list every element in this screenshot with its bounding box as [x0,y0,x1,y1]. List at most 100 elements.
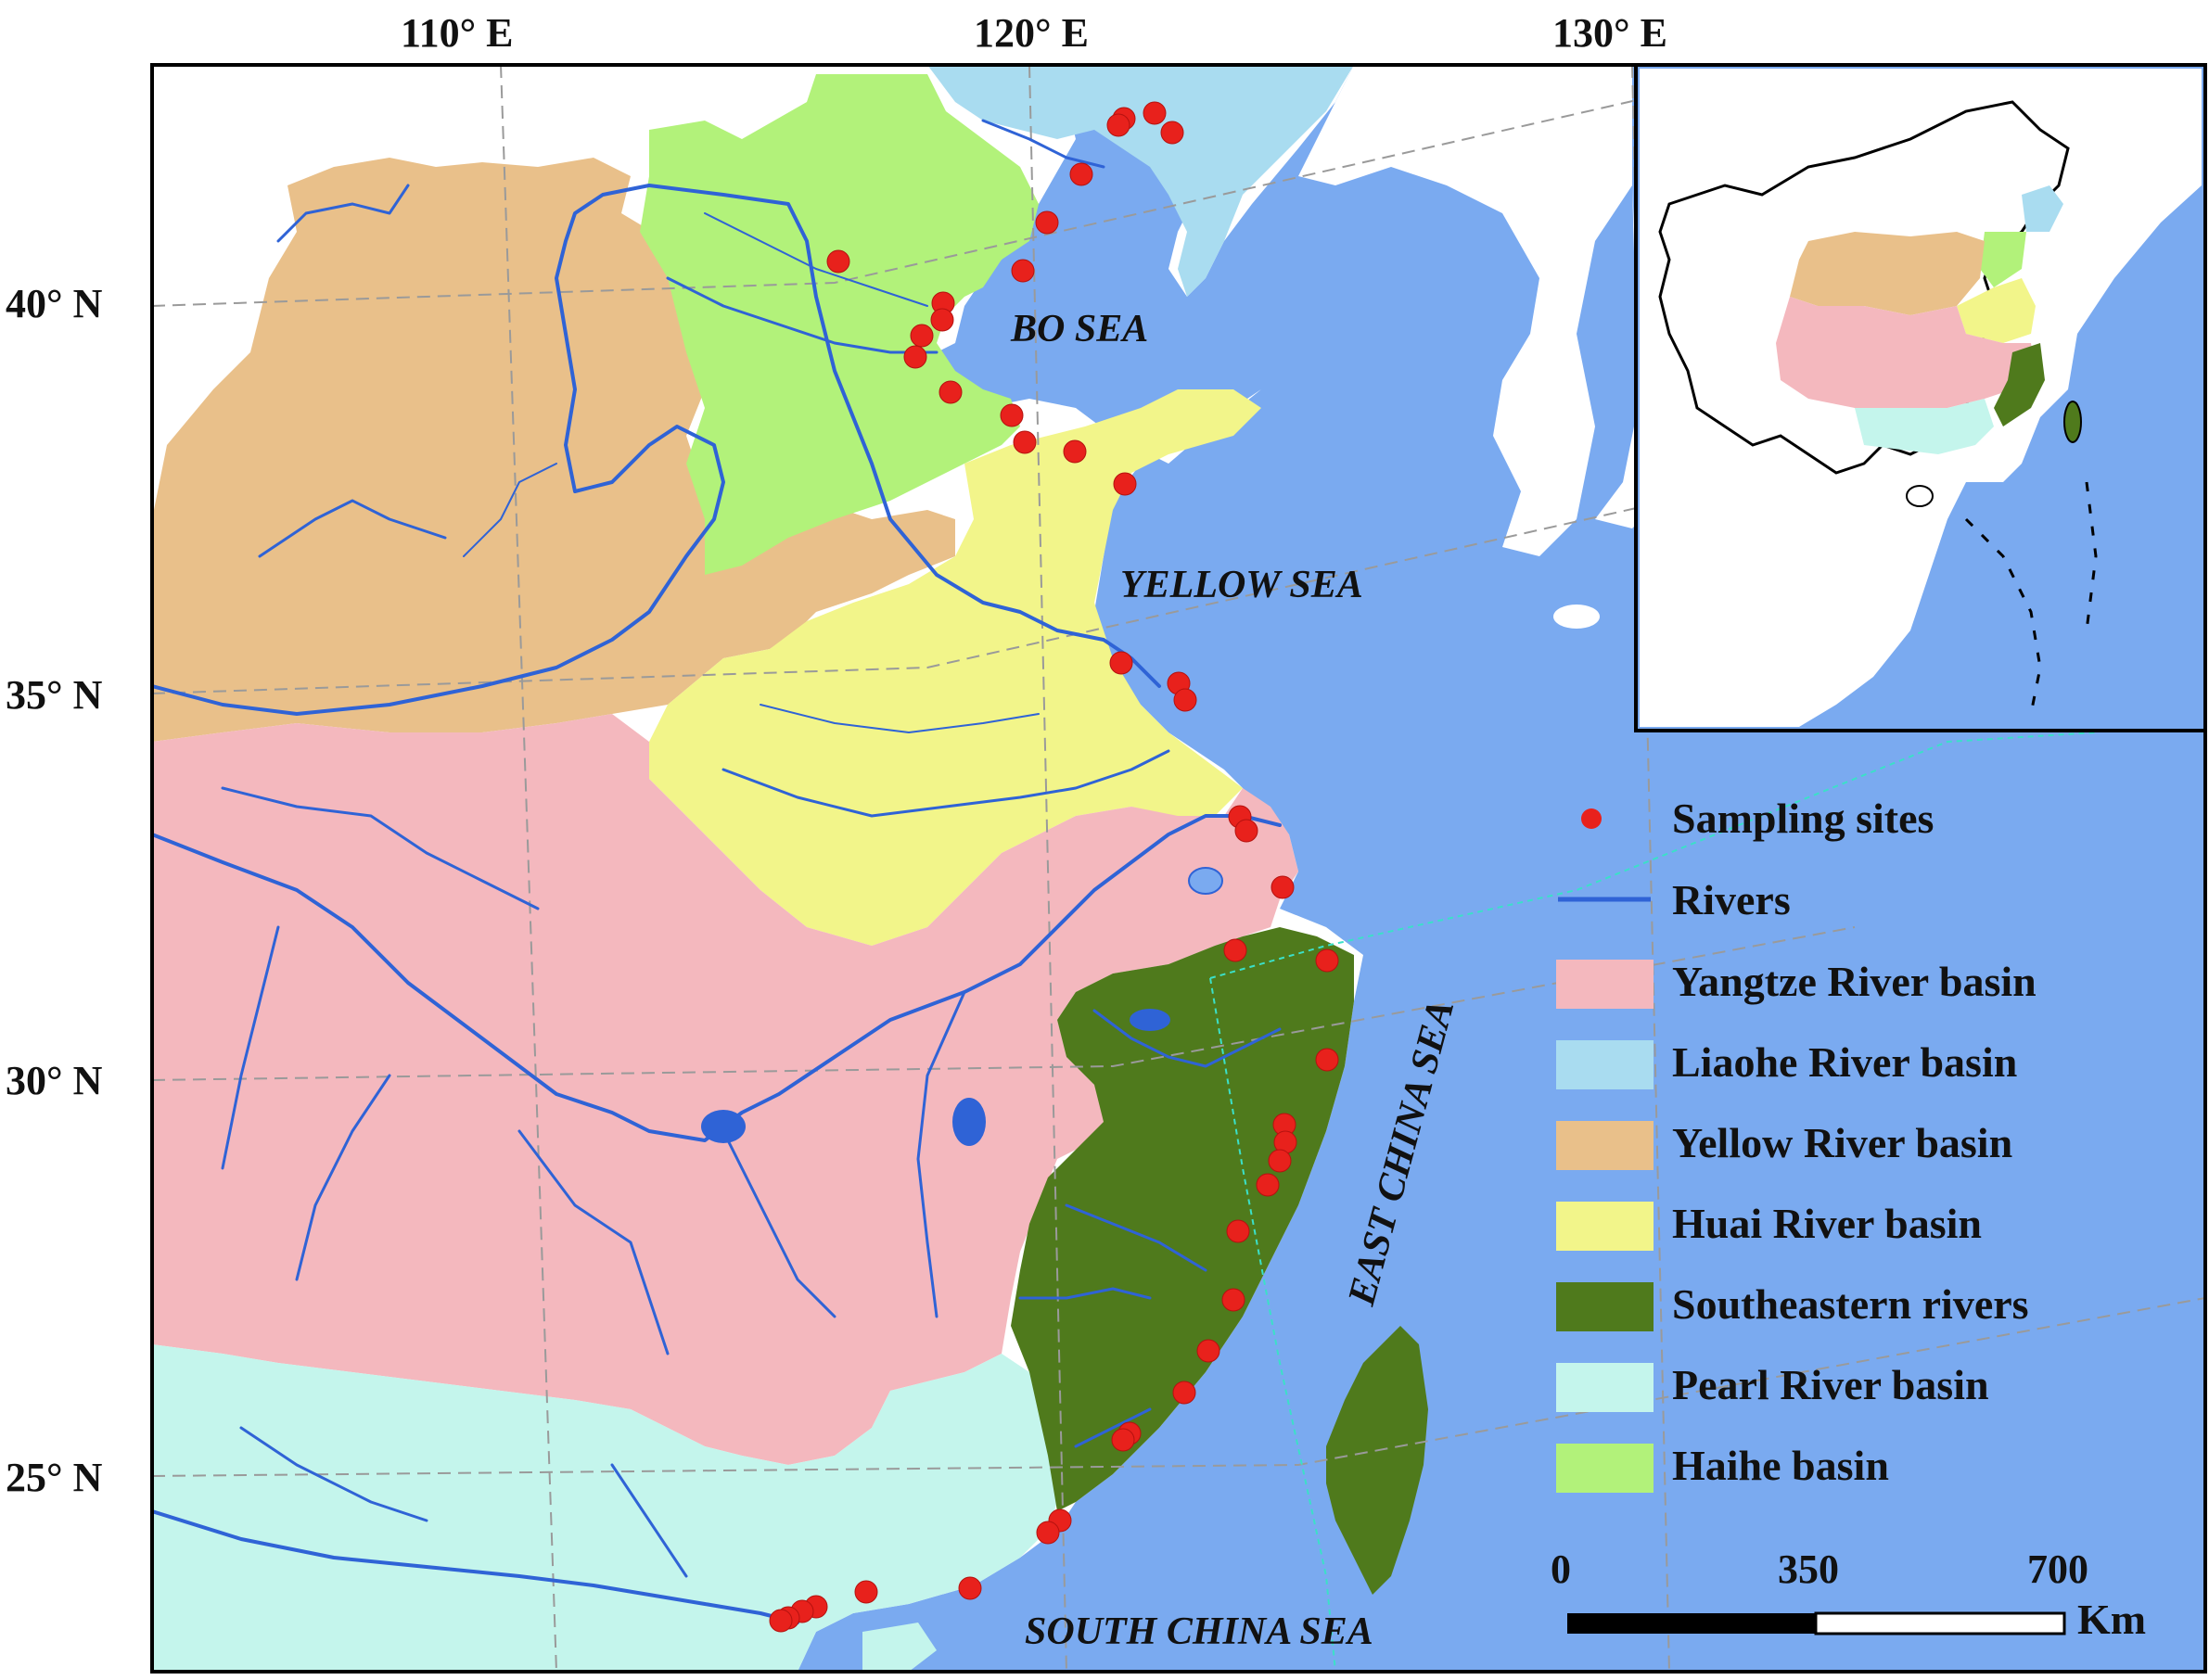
site-marker [1196,1339,1220,1363]
legend-label-huai: Huai River basin [1672,1200,1982,1247]
sampling-sites [769,101,1339,1633]
legend-swatch-huai [1556,1202,1654,1251]
site-marker [1000,403,1024,427]
inset-taiwan [2063,401,2082,443]
site-marker [939,380,963,404]
site-marker [1063,439,1087,464]
site-marker [1234,819,1258,843]
basin-yangtze [152,714,1298,1465]
site-marker [1106,113,1130,137]
site-marker [930,308,954,332]
basin-pearl [152,1344,1057,1672]
basin-yellow [152,158,955,742]
lat-label-25: 25° N [6,1455,103,1500]
inset-huai [1957,278,2036,343]
scale-segment-empty [1814,1611,2066,1635]
site-marker [910,324,934,348]
scale-tick-0: 0 [1551,1546,1571,1592]
site-marker [1270,875,1295,899]
site-marker [1035,210,1059,235]
inset-yangtze [1776,297,2036,408]
legend-label-liaohe: Liaohe River basin [1672,1038,2017,1086]
basin-huai [649,389,1261,946]
lon-label-130: 130° E [1552,10,1667,56]
land-korea [1298,65,1632,556]
site-marker [826,249,850,274]
inset-hainan [1906,485,1934,507]
lake-qiandao [1130,1009,1170,1031]
legend-label-yellow: Yellow River basin [1672,1119,2012,1166]
basin-liaohe [927,65,1354,297]
site-marker [1111,1428,1135,1452]
legend-swatch-southeastern [1556,1282,1654,1331]
legend-label-southeastern: Southeastern rivers [1672,1280,2029,1328]
legend-label-sampling-sites: Sampling sites [1672,795,1934,842]
legend: Sampling sites Rivers Yangtze River basi… [1556,795,2037,1493]
site-marker [1069,162,1093,186]
legend-label-haihe: Haihe basin [1672,1442,1889,1489]
sea-label-bo: BO SEA [1010,308,1148,350]
inset-liaohe [2022,185,2063,232]
site-marker [769,1609,793,1633]
legend-swatch-yellow [1556,1121,1654,1170]
site-marker [1143,101,1167,125]
site-marker [1226,1219,1250,1243]
site-marker [1315,1048,1339,1072]
legend-swatch-haihe [1556,1444,1654,1493]
site-marker [1109,651,1133,675]
site-marker [1315,948,1339,973]
site-marker [1113,472,1137,496]
site-marker [1256,1173,1280,1197]
legend-label-rivers: Rivers [1672,876,1791,923]
land-jeju [1553,605,1600,629]
basin-southeastern [1011,927,1354,1511]
site-marker [958,1576,982,1600]
land-taiwan [1326,1326,1428,1595]
inset-yellow [1790,232,1985,315]
site-marker [854,1580,878,1604]
scale-tick-350: 350 [1778,1546,1839,1592]
land-coastal-islet [862,1623,937,1672]
lake-taihu [1188,867,1223,895]
lon-label-110: 110° E [401,10,514,56]
site-marker [903,345,927,369]
lon-label-120: 120° E [974,10,1089,56]
legend-label-pearl: Pearl River basin [1672,1361,1989,1408]
site-marker [1223,938,1247,962]
site-marker [1268,1149,1292,1173]
site-marker [1173,688,1197,712]
inset-nine-dash-line [1964,481,2098,715]
map-frame [150,63,2207,1674]
scale-unit: Km [2077,1596,2146,1643]
site-marker [1221,1288,1245,1312]
inset-southeastern [1994,343,2045,426]
legend-label-yangtze: Yangtze River basin [1672,958,2037,1005]
basin-haihe [640,74,1039,575]
scale-segment-filled [1567,1613,1816,1634]
legend-swatch-yangtze [1556,960,1654,1009]
lake-dongting [701,1110,746,1143]
rivers [152,119,1282,1624]
inset-map [1634,65,2205,732]
scale-tick-700: 700 [2027,1546,2088,1592]
legend-swatch-pearl [1556,1363,1654,1412]
sea-label-yellow: YELLOW SEA [1120,564,1363,606]
site-marker [1172,1381,1196,1405]
site-marker [1160,121,1184,145]
sea-label-south-china: SOUTH CHINA SEA [1025,1610,1373,1653]
lat-label-40: 40° N [6,281,103,326]
lat-label-35: 35° N [6,672,103,718]
inset-pearl [1855,399,1994,454]
scale-bar: 0 350 700 Km [1551,1546,2146,1643]
lat-label-30: 30° N [6,1058,103,1103]
legend-swatch-liaohe [1556,1040,1654,1089]
site-marker [1013,430,1037,454]
inset-haihe [1980,232,2026,287]
boundary-line [1209,732,2097,1672]
lake-poyang [952,1098,986,1146]
map-body: BO SEA YELLOW SEA EAST CHINA SEA SOUTH C… [152,65,2205,1672]
site-marker [1036,1521,1060,1545]
legend-site-symbol [1581,808,1602,829]
site-marker [1011,259,1035,283]
